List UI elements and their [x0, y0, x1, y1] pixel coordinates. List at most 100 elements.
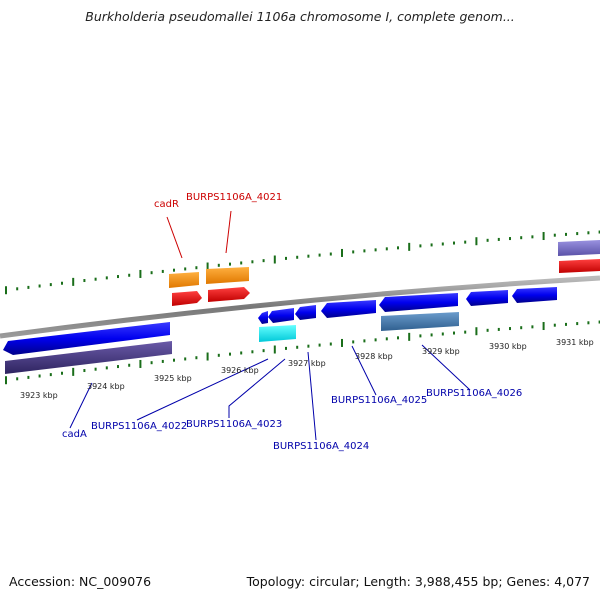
upper-scale-tick: [531, 235, 534, 239]
upper-scale-tick: [430, 243, 433, 247]
upper-scale-tick: [251, 260, 254, 264]
gene-BURPS1106A_4025[interactable]: [321, 300, 376, 318]
lower-scale-tick: [509, 327, 511, 331]
upper-scale-tick: [497, 237, 500, 241]
lower-scale-tick: [318, 343, 321, 347]
lower-scale-tick: [161, 359, 164, 363]
lower-scale-tick: [217, 353, 220, 357]
gene-cadR[interactable]: [172, 291, 202, 306]
lower-tick-row: [5, 320, 600, 385]
lower-scale-tick: [576, 322, 579, 326]
callout-cadA: [69, 382, 93, 429]
gene-label-BURPS1106A_4025[interactable]: BURPS1106A_4025: [331, 395, 427, 406]
lower-scale-tick: [341, 338, 343, 347]
callout-BURPS1106A_4021: [225, 210, 232, 254]
map-title: Burkholderia pseudomallei 1106a chromoso…: [85, 9, 515, 24]
upper-scale-tick: [542, 232, 545, 241]
lower-scale-tick: [273, 345, 276, 354]
callout-BURPS1106A_4023: [228, 358, 286, 418]
gene-label-BURPS1106A_4024[interactable]: BURPS1106A_4024: [273, 441, 369, 452]
upper-scale-tick: [117, 275, 119, 279]
label-callouts: [69, 210, 471, 441]
upper-scale-tick: [49, 283, 52, 287]
lower-scale-tick: [374, 338, 377, 342]
gene-label-cadR[interactable]: cadR: [154, 199, 179, 210]
lower-scale-tick: [441, 332, 444, 336]
upper-scale-tick: [240, 261, 243, 265]
gene-BURPS1106A_4024-cyan[interactable]: [259, 325, 296, 342]
upper-scale-tick: [184, 267, 187, 271]
upper-scale-tick: [195, 266, 198, 270]
upper-scale-tick: [464, 240, 467, 244]
scale-label-3929: 3929 kbp: [422, 347, 460, 356]
callout-BURPS1106A_4022: [136, 358, 269, 421]
gene-purple-feature[interactable]: [5, 341, 172, 374]
lower-scale-tick: [206, 352, 209, 361]
upper-scale-tick: [285, 256, 287, 260]
gene-label-BURPS1106A_4026[interactable]: BURPS1106A_4026: [426, 388, 522, 399]
upper-scale-tick: [587, 231, 590, 235]
lower-scale-tick: [83, 369, 86, 373]
lower-scale-tick: [184, 357, 187, 361]
gene-BURPS1106A_4023[interactable]: [268, 308, 294, 323]
scale-label-3927: 3927 kbp: [288, 359, 326, 368]
lower-scale-tick: [117, 365, 119, 369]
lower-scale-tick: [229, 352, 231, 356]
gene-cadR-orange[interactable]: [169, 272, 199, 288]
lower-scale-tick: [486, 328, 489, 332]
gene-forward-next-red[interactable]: [559, 259, 600, 273]
upper-scale-tick: [229, 262, 231, 266]
upper-scale-tick: [94, 277, 97, 281]
lower-scale-tick: [553, 323, 556, 327]
gene-reverse-next-1[interactable]: [466, 290, 508, 306]
upper-scale-tick: [453, 241, 455, 245]
gene-label-BURPS1106A_4022[interactable]: BURPS1106A_4022: [91, 421, 187, 432]
lower-scale-tick: [497, 327, 500, 331]
gene-BURPS1106A_4021-orange[interactable]: [206, 267, 249, 284]
callout-BURPS1106A_4024: [307, 351, 317, 441]
lower-scale-tick: [598, 320, 600, 324]
upper-scale-tick: [341, 248, 343, 257]
lower-scale-tick: [49, 373, 52, 377]
upper-scale-tick: [296, 255, 299, 259]
reverse-gene-labels: cadA BURPS1106A_4022 BURPS1106A_4023 BUR…: [62, 388, 522, 452]
gene-forward-next-lavender[interactable]: [558, 240, 600, 256]
lower-scale-tick: [464, 330, 467, 334]
lower-scale-tick: [475, 327, 478, 336]
upper-scale-tick: [553, 233, 556, 237]
lower-scale-tick: [307, 344, 310, 348]
upper-scale-tick: [419, 244, 422, 248]
lower-scale-tick: [38, 374, 41, 378]
gene-BURPS1106A_4026[interactable]: [379, 293, 458, 312]
upper-scale-tick: [329, 252, 332, 256]
scale-label-3924: 3924 kbp: [87, 382, 125, 391]
gene-BURPS1106A_4024-a[interactable]: [295, 305, 316, 320]
lower-scale-tick: [397, 336, 399, 340]
lower-scale-tick: [531, 325, 534, 329]
upper-scale-tick: [139, 269, 142, 278]
lower-scale-tick: [150, 361, 153, 365]
lower-scale-tick: [285, 346, 287, 350]
lower-scale-tick: [352, 340, 355, 344]
upper-scale-tick: [441, 242, 444, 246]
upper-scale-tick: [520, 236, 523, 240]
lower-scale-tick: [128, 363, 131, 367]
gene-label-BURPS1106A_4023[interactable]: BURPS1106A_4023: [186, 419, 282, 430]
gene-reverse-next-2[interactable]: [512, 287, 557, 303]
upper-scale-tick: [352, 250, 355, 254]
gene-label-BURPS1106A_4021[interactable]: BURPS1106A_4021: [186, 192, 282, 203]
gene-BURPS1106A_4021[interactable]: [208, 287, 250, 302]
upper-scale-tick: [363, 249, 366, 253]
chromosome-backbone: [0, 275, 600, 339]
accession-text: Accession: NC_009076: [9, 574, 152, 589]
lower-scale-tick: [329, 342, 332, 346]
topology-summary: Topology: circular; Length: 3,988,455 bp…: [246, 574, 590, 589]
lower-scale-tick: [262, 349, 265, 353]
gene-BURPS1106A_4022[interactable]: [258, 311, 268, 324]
upper-scale-tick: [38, 284, 41, 288]
gene-label-cadA[interactable]: cadA: [62, 429, 87, 440]
gene-steel-feature[interactable]: [381, 312, 459, 331]
gene-cadA[interactable]: [3, 322, 170, 355]
